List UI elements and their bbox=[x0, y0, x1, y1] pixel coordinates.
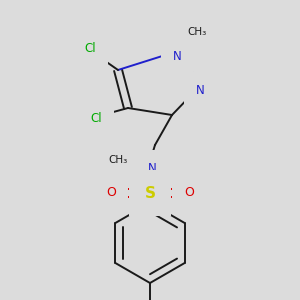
Text: Cl: Cl bbox=[84, 41, 96, 55]
Text: Cl: Cl bbox=[90, 112, 102, 124]
Text: CH₃: CH₃ bbox=[108, 155, 128, 165]
Text: O: O bbox=[106, 187, 116, 200]
Text: O: O bbox=[184, 187, 194, 200]
Text: N: N bbox=[196, 83, 204, 97]
Text: N: N bbox=[148, 161, 156, 175]
Text: S: S bbox=[145, 185, 155, 200]
Text: CH₃: CH₃ bbox=[188, 27, 207, 37]
Text: N: N bbox=[172, 50, 182, 64]
